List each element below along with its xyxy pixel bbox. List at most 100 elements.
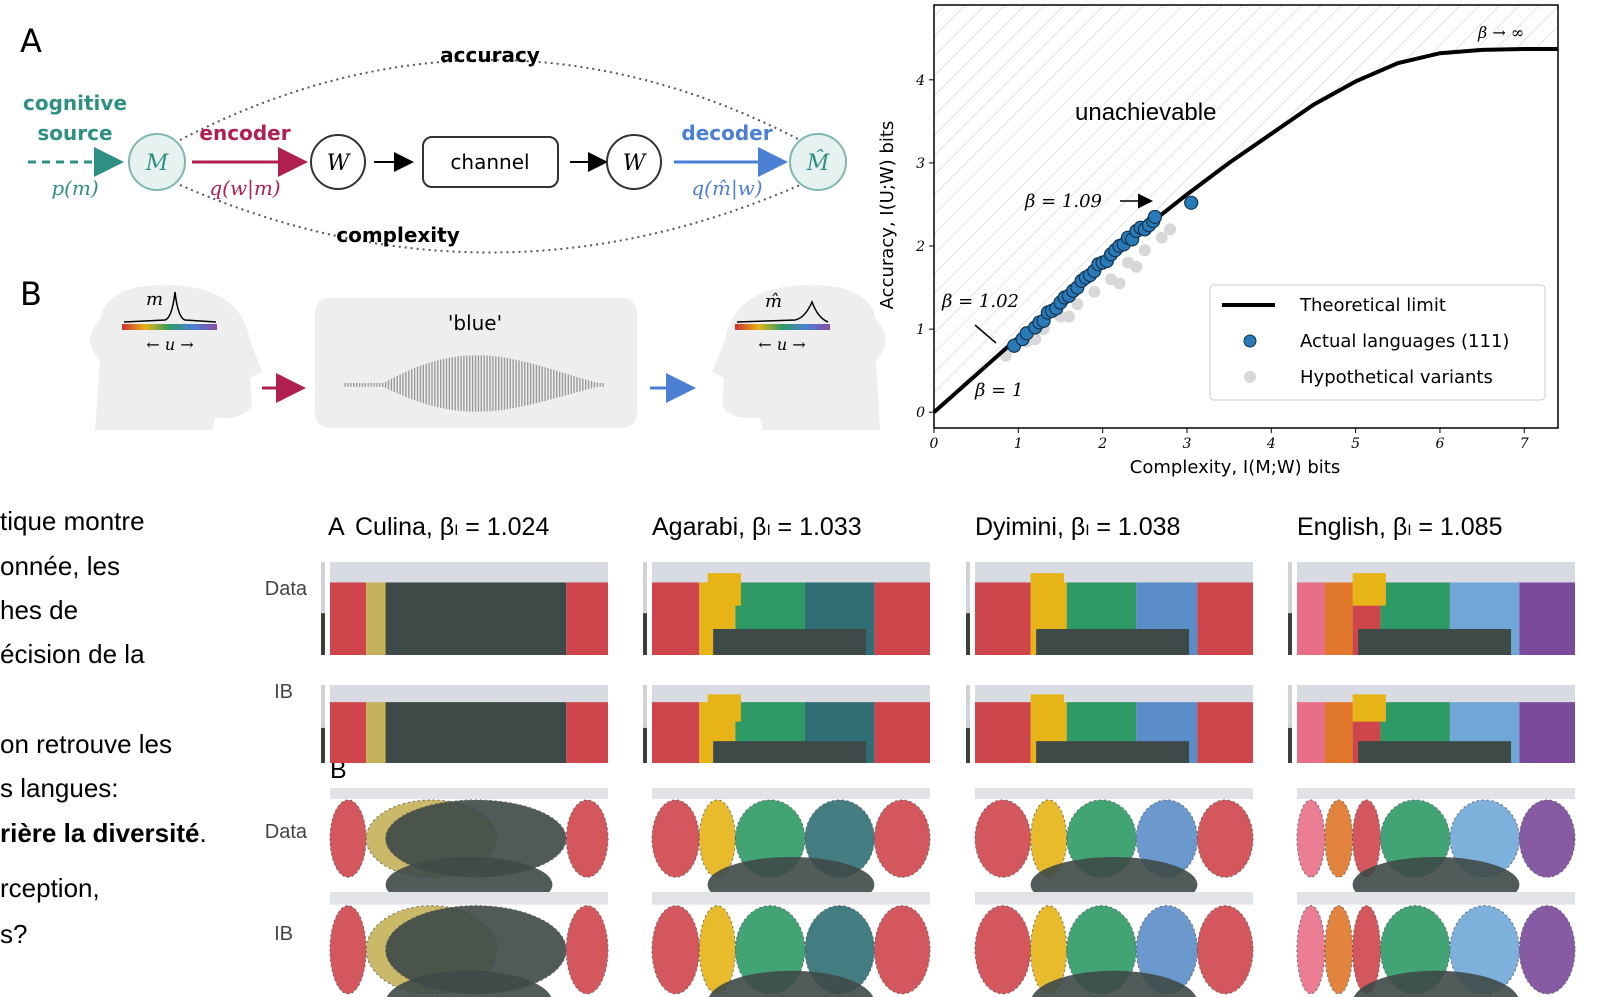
map-band [1297, 788, 1575, 799]
x-axis-label: Complexity, I(M;W) bits [1130, 457, 1340, 478]
panel-label: A [328, 513, 345, 541]
label: source [37, 121, 112, 145]
map-region [1197, 702, 1253, 763]
node-label: M [145, 151, 169, 176]
map-blob [1325, 800, 1353, 877]
head [712, 285, 886, 430]
annotation: β = 1.09 [1024, 191, 1102, 212]
map-region [1036, 741, 1189, 763]
side-bar [321, 728, 325, 763]
map-region [566, 582, 608, 655]
map-region [566, 702, 608, 763]
side-bar [643, 728, 647, 763]
text-line: on retrouve les [0, 729, 172, 759]
text-line: écision de la [0, 639, 145, 669]
label: ← u → [146, 335, 193, 354]
map-region [1353, 694, 1386, 721]
map-blob [566, 800, 608, 877]
map-region [1358, 741, 1511, 763]
map-blob [874, 800, 930, 877]
annotation: β = 1 [974, 380, 1023, 401]
annotation: β = 1.02 [941, 291, 1019, 312]
column-title: English, βₗ = 1.085 [1297, 513, 1502, 541]
body-text: tique montre onnée, les hes de écision d… [0, 506, 207, 949]
map-blob [1519, 906, 1575, 994]
label: q(m̂|w) [691, 176, 762, 201]
map-blob [330, 800, 366, 877]
map-band [330, 788, 608, 799]
label: decoder [681, 121, 772, 145]
map-region [1297, 582, 1325, 655]
map-blob [1297, 800, 1325, 877]
map-blob [1197, 800, 1253, 877]
legend-swatch [1244, 371, 1256, 383]
legend-swatch [1244, 335, 1256, 347]
text-line: hes de [0, 595, 78, 625]
variant-point [1139, 244, 1151, 256]
row-label: IB [274, 681, 293, 703]
label: q(w|m) [209, 176, 280, 201]
map-region [874, 582, 930, 655]
map-region [391, 741, 544, 763]
legend-label: Actual languages (111) [1300, 331, 1509, 352]
map-blob [1325, 906, 1353, 994]
language-point [1185, 196, 1198, 209]
map-region [1031, 694, 1064, 721]
row-label: Data [265, 578, 308, 600]
side-bar [321, 685, 325, 728]
map-region [1519, 702, 1575, 763]
map-region [391, 629, 544, 655]
column-title: Culina, βₗ = 1.024 [355, 513, 549, 541]
annotation: β → ∞ [1477, 23, 1524, 42]
label: channel [450, 150, 529, 174]
map-region [330, 702, 366, 763]
label: cognitive [23, 91, 127, 115]
row-label: IB [274, 923, 293, 945]
map-blob [1519, 800, 1575, 877]
node-label: W [327, 151, 352, 176]
y-tick-label: 0 [916, 405, 925, 421]
variant-point [1130, 261, 1142, 273]
chart: Accuracy, I(U;W) bits Complexity, I(M;W)… [877, 5, 1558, 478]
side-bar [966, 685, 970, 728]
map-region [652, 582, 699, 655]
x-tick-label: 5 [1351, 436, 1360, 452]
side-bar [1288, 728, 1292, 763]
map-blob [1197, 906, 1253, 994]
annotation: unachievable [1075, 99, 1216, 126]
map-band [652, 892, 930, 905]
map-band [975, 788, 1253, 799]
map-blob [1297, 906, 1325, 994]
text-line: onnée, les [0, 551, 120, 581]
map-region [1036, 629, 1189, 655]
slide: A accuracy complexity cognitive source p… [0, 0, 1606, 997]
map-region [1197, 582, 1253, 655]
y-tick-label: 1 [916, 322, 925, 338]
panel-label: B [20, 275, 42, 313]
legend-label: Theoretical limit [1299, 295, 1446, 316]
y-tick-label: 3 [916, 156, 925, 172]
variant-point [1063, 311, 1075, 323]
column-title: Agarabi, βₗ = 1.033 [652, 513, 862, 541]
side-bar [966, 562, 970, 613]
head [90, 285, 262, 430]
label: p(m) [51, 176, 98, 200]
side-bar [1288, 685, 1292, 728]
column-title: Dyimini, βₗ = 1.038 [975, 513, 1180, 541]
text-line: rception, [0, 873, 100, 903]
map-band [975, 892, 1253, 905]
variant-point [1164, 223, 1176, 235]
spectrum [122, 324, 217, 330]
side-bar [1288, 562, 1292, 613]
y-tick-label: 4 [915, 73, 925, 89]
map-region [652, 702, 699, 763]
label: ← u → [758, 335, 805, 354]
side-bar [1288, 613, 1292, 655]
x-tick-label: 3 [1183, 436, 1192, 452]
map-band [330, 892, 608, 905]
label: complexity [336, 223, 460, 247]
diagram: A accuracy complexity cognitive source p… [20, 22, 886, 430]
side-bar [966, 728, 970, 763]
x-tick-label: 4 [1266, 436, 1276, 452]
